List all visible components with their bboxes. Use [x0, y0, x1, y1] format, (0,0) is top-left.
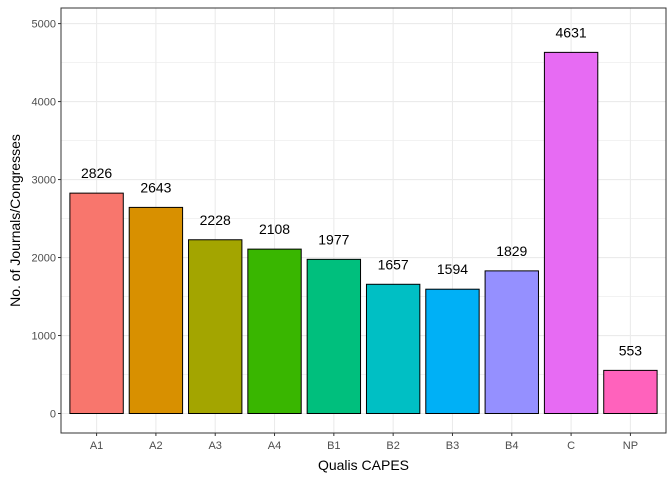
panel-border: [60, 7, 667, 434]
bar-a4: [247, 248, 302, 415]
bars-group: [69, 51, 658, 415]
data-label-c: 4631: [556, 24, 587, 40]
bar-a3: [188, 239, 243, 415]
data-label-a4: 2108: [259, 221, 290, 237]
bar-b3: [425, 288, 480, 415]
x-tick-label: A4: [268, 440, 281, 452]
bar-b4: [484, 270, 539, 415]
x-axis-ticks: A1 A2 A3 A4 B1 B2 B3 B4 C NP: [90, 433, 638, 452]
x-tick-label: C: [567, 440, 575, 452]
y-tick-label: 3000: [32, 175, 56, 187]
x-tick-label: NP: [623, 440, 638, 452]
data-label-a1: 2826: [81, 165, 112, 181]
data-label-b4: 1829: [496, 243, 527, 259]
data-labels-group: 2826 2643 2228 2108 1977 1657 1594 1829 4631 553: [81, 24, 642, 358]
y-tick-label: 2000: [32, 253, 56, 265]
x-tick-label: A1: [90, 440, 103, 452]
data-label-a2: 2643: [140, 179, 171, 195]
data-label-b3: 1594: [437, 261, 468, 277]
y-tick-label: 5000: [32, 19, 56, 31]
x-tick-label: B2: [386, 440, 399, 452]
x-tick-label: A3: [208, 440, 221, 452]
bar-a2: [128, 206, 184, 415]
x-tick-label: A2: [149, 440, 162, 452]
bar-b1: [306, 258, 362, 415]
bar-a1: [69, 192, 124, 415]
x-axis-title: Qualis CAPES: [318, 457, 409, 473]
data-label-a3: 2228: [200, 212, 231, 228]
y-tick-label: 4000: [32, 97, 56, 109]
x-tick-label: B4: [505, 440, 518, 452]
x-tick-label: B1: [327, 440, 340, 452]
bar-c: [543, 51, 599, 415]
bar-np: [603, 369, 658, 415]
x-tick-label: B3: [446, 440, 459, 452]
bar-b2: [365, 283, 421, 415]
data-label-b2: 1657: [378, 256, 409, 272]
y-axis-title: No. of Journals/Congresses: [7, 134, 23, 307]
data-label-np: 553: [619, 342, 643, 358]
data-label-b1: 1977: [318, 231, 349, 247]
y-tick-label: 1000: [32, 331, 56, 343]
y-tick-label: 0: [50, 409, 56, 421]
y-axis-ticks: 0 1000 2000 3000 4000 5000: [32, 19, 61, 421]
